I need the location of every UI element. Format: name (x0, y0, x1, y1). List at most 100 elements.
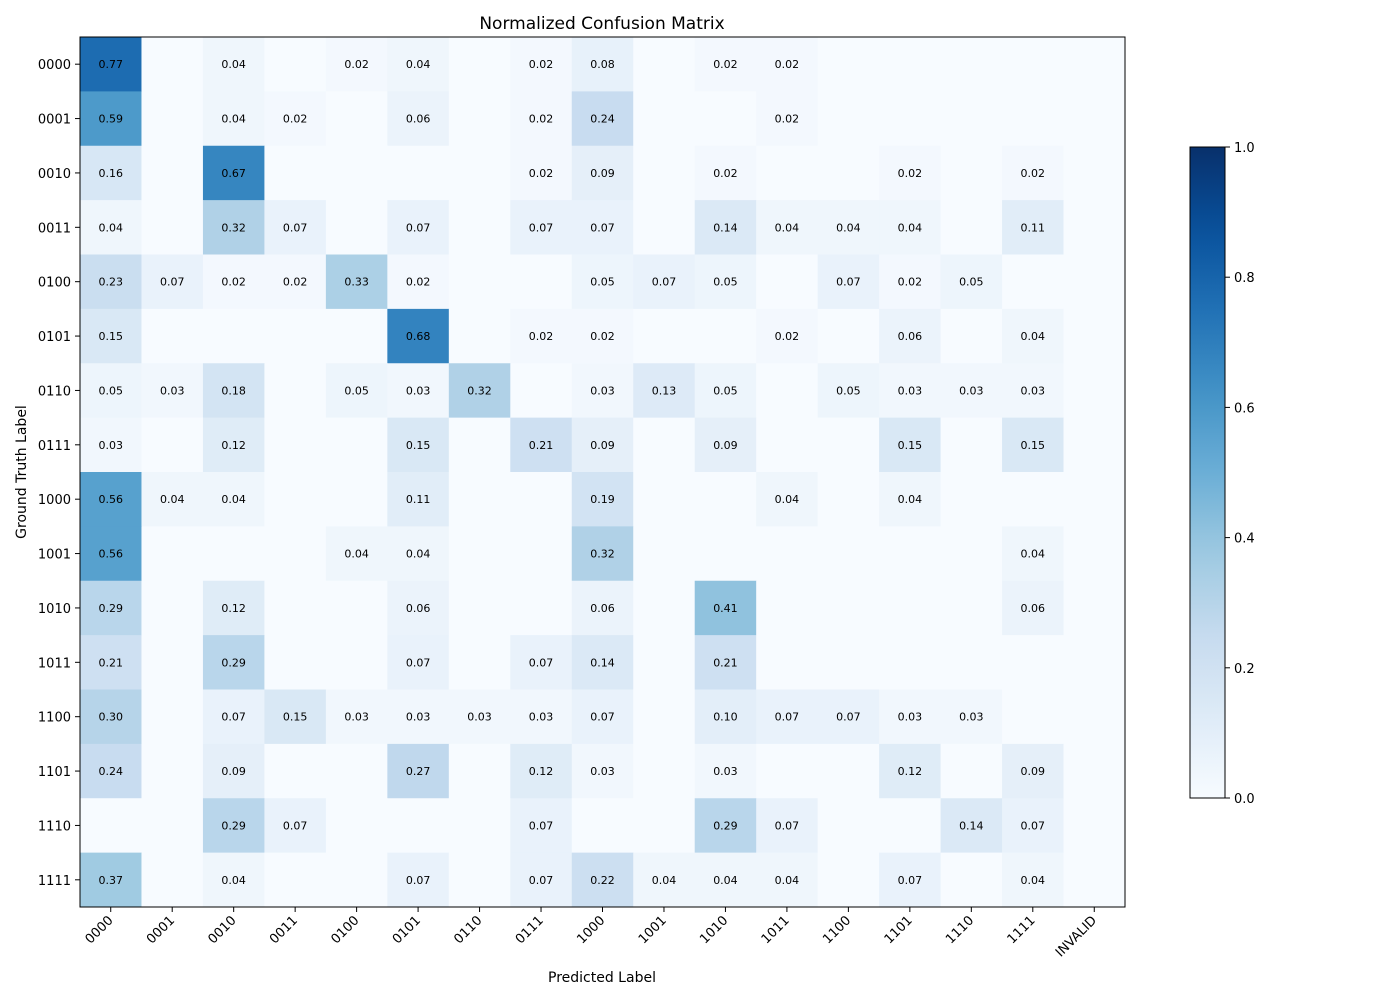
heatmap-cell-0110-INVALID (1063, 363, 1126, 419)
heatmap-cell-1101-1001 (633, 743, 696, 799)
heatmap-cell-1001-1001 (633, 526, 696, 582)
colorbar-tick-label: 1.0 (1234, 141, 1255, 156)
heatmap-cell-1001-1011 (756, 526, 819, 582)
cell-value-label: 0.32 (590, 548, 615, 561)
colorbar-tick-label: 0.6 (1234, 401, 1255, 416)
heatmap-cell-1111-0001 (141, 852, 204, 908)
heatmap-cell-1011-1110 (940, 635, 1003, 690)
cell-value-label: 0.14 (713, 221, 738, 234)
heatmap-cell-0111-0001 (141, 417, 204, 473)
cell-value-label: 0.02 (406, 276, 431, 289)
cell-value-label: 0.07 (529, 221, 554, 234)
cell-value-label: 0.15 (283, 711, 308, 724)
heatmap-cell-0011-1010 (694, 200, 757, 255)
heatmap-cell-1011-INVALID (1063, 635, 1126, 690)
heatmap-cell-0100-1100 (817, 254, 880, 310)
cell-value-label: 0.06 (1021, 602, 1046, 615)
x-tick-label: 1010 (697, 913, 731, 947)
heatmap-cell-1110-1100 (817, 798, 880, 854)
cell-value-label: 0.23 (98, 276, 123, 289)
heatmap-cell-0111-1000 (571, 417, 634, 473)
y-axis-label: Ground Truth Label (14, 405, 30, 539)
heatmap-cell-0010-1111 (1002, 145, 1064, 201)
cell-value-label: 0.07 (898, 874, 923, 887)
heatmap-cell-1100-1000 (571, 689, 634, 745)
cell-value-label: 0.07 (406, 874, 431, 887)
cell-value-label: 0.02 (1021, 167, 1046, 180)
heatmap-cell-1100-1110 (940, 689, 1003, 745)
heatmap-cell-0000-0100 (325, 37, 388, 92)
heatmap-cell-0010-1000 (571, 145, 634, 201)
cell-value-label: 0.29 (221, 656, 246, 669)
cell-value-label: 0.21 (713, 656, 738, 669)
cell-value-label: 0.07 (406, 656, 431, 669)
heatmap-cell-0100-0000 (80, 254, 142, 310)
x-tick-label: 1001 (636, 913, 670, 947)
cell-value-label: 0.29 (713, 819, 738, 832)
cell-value-label: 0.02 (898, 276, 923, 289)
heatmap-cell-0010-0011 (264, 145, 327, 201)
cell-value-label: 0.04 (713, 874, 738, 887)
heatmap-cell-1110-0011 (264, 798, 327, 854)
heatmap-cell-1010-1001 (633, 580, 696, 636)
heatmap-cell-0001-INVALID (1063, 91, 1126, 147)
heatmap-cell-0111-0011 (264, 417, 327, 473)
cell-value-label: 0.04 (1021, 548, 1046, 561)
cell-value-label: 0.12 (221, 602, 246, 615)
heatmap-cell-0000-1111 (1002, 37, 1064, 92)
heatmap-cell-1101-1010 (694, 743, 757, 799)
cell-value-label: 0.06 (406, 602, 431, 615)
heatmap-cell-1110-1001 (633, 798, 696, 854)
cell-value-label: 0.07 (529, 874, 554, 887)
heatmap-cell-0111-1111 (1002, 417, 1064, 473)
heatmap-cell-0011-1011 (756, 200, 819, 255)
heatmap-cell-0011-0011 (264, 200, 327, 255)
heatmap-cell-1100-0100 (325, 689, 388, 745)
x-tick-label: INVALID (1053, 913, 1100, 960)
heatmap-cell-1110-1111 (1002, 798, 1064, 854)
cell-value-label: 0.02 (529, 330, 554, 343)
heatmap-cell-1110-0101 (387, 798, 450, 854)
cell-value-label: 0.04 (160, 493, 185, 506)
heatmap-cell-1100-1101 (879, 689, 941, 745)
cell-value-label: 0.09 (1021, 765, 1046, 778)
heatmap-cell-1111-1110 (940, 852, 1003, 908)
heatmap-cell-0110-1000 (571, 363, 634, 419)
cell-value-label: 0.11 (1021, 221, 1046, 234)
heatmap-cell-0001-0000 (80, 91, 142, 147)
heatmap-cell-1001-0101 (387, 526, 450, 582)
cell-value-label: 0.06 (590, 602, 615, 615)
heatmap-cell-1010-1010 (694, 580, 757, 636)
y-tick-label: 0011 (38, 221, 71, 236)
heatmap-cell-1110-1110 (940, 798, 1003, 854)
cell-value-label: 0.27 (406, 765, 431, 778)
heatmap-cell-1101-1000 (571, 743, 634, 799)
heatmap-cell-0100-1011 (756, 254, 819, 310)
heatmap-cell-1101-1101 (879, 743, 941, 799)
heatmap-cell-0110-1111 (1002, 363, 1064, 419)
cell-value-label: 0.22 (590, 874, 615, 887)
cell-value-label: 0.03 (467, 711, 492, 724)
x-tick-label: 1111 (1005, 913, 1039, 947)
cell-value-label: 0.04 (221, 113, 246, 126)
heatmap-cell-1010-1011 (756, 580, 819, 636)
cell-value-label: 0.04 (836, 221, 861, 234)
heatmap-cell-0011-1000 (571, 200, 634, 255)
heatmap-cell-1000-1001 (633, 472, 696, 527)
heatmap-cell-1001-1111 (1002, 526, 1064, 582)
heatmap-cell-1111-1010 (694, 852, 757, 908)
cell-value-label: 0.77 (98, 58, 123, 71)
heatmap-cell-0001-0011 (264, 91, 327, 147)
heatmap-cell-1001-1110 (940, 526, 1003, 582)
heatmap-cell-1000-0101 (387, 472, 450, 527)
cell-value-label: 0.37 (98, 874, 123, 887)
x-axis-label: Predicted Label (548, 970, 656, 986)
heatmap-cell-0110-0010 (202, 363, 265, 419)
cell-value-label: 0.02 (775, 113, 800, 126)
cell-value-label: 0.09 (590, 439, 615, 452)
heatmap-cell-0100-1101 (879, 254, 941, 310)
cell-value-label: 0.03 (1021, 384, 1046, 397)
x-tick-label: 0010 (206, 913, 240, 947)
heatmap-cell-0010-0101 (387, 145, 450, 201)
heatmap-cell-0101-0100 (325, 308, 388, 364)
